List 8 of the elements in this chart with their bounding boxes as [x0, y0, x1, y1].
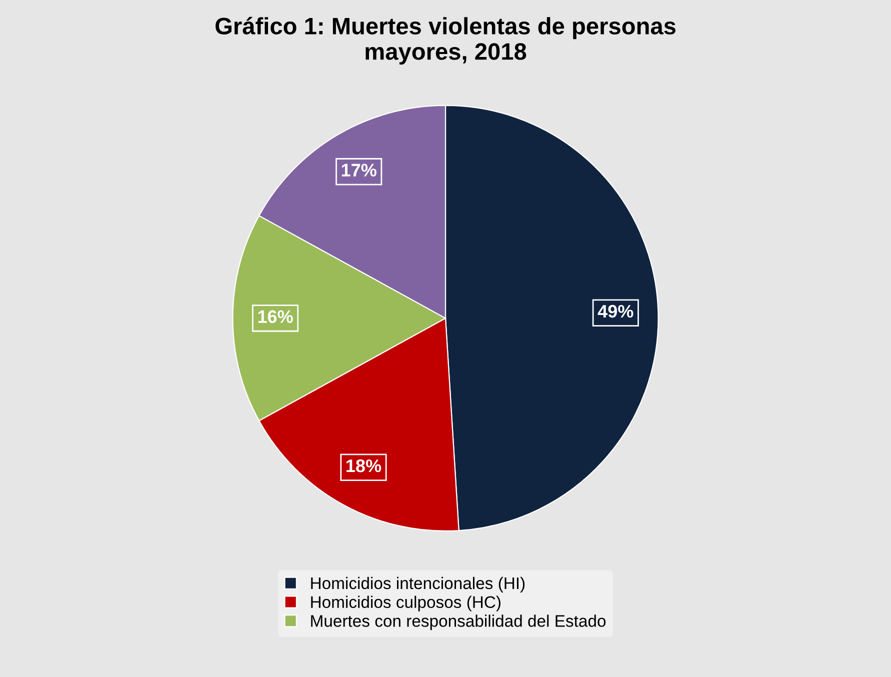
- data-label: 16%: [258, 310, 293, 324]
- legend-label: Muertes con responsabilidad del Estado: [311, 614, 606, 630]
- legend-label: Homicidios culposos (HC): [311, 596, 500, 612]
- data-label: 17%: [342, 164, 376, 176]
- chart-title: Gráfico 1: Muertes violentas de personas mayores, 2018: [216, 16, 676, 65]
- data-label: 18%: [346, 459, 382, 472]
- data-label: 49%: [598, 304, 634, 318]
- legend-label: Homicidios intencionales (HI): [311, 576, 525, 592]
